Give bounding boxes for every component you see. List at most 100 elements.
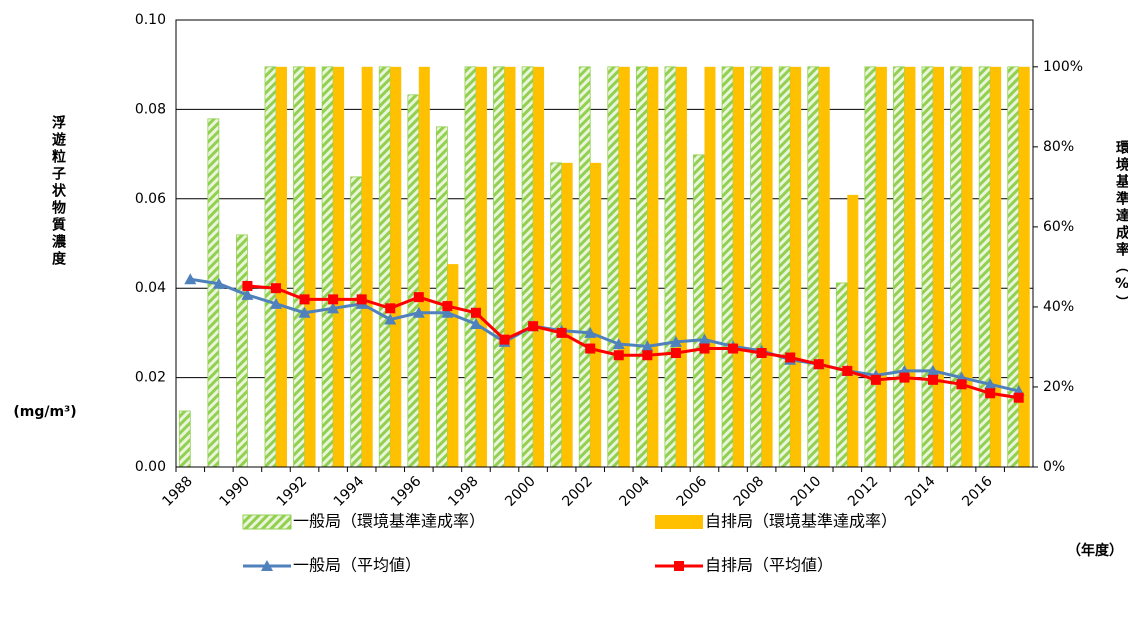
line [190, 277, 1020, 393]
x-tick-label: 2006 [674, 473, 711, 510]
bar [293, 66, 305, 468]
bar [561, 162, 573, 467]
bar [961, 66, 973, 467]
marker [956, 379, 967, 390]
marker [585, 343, 596, 354]
bar [447, 264, 459, 467]
bar [675, 66, 687, 467]
line [247, 284, 1019, 400]
y2-tick-label: 20% [1043, 379, 1074, 395]
x-tick-label: 2008 [731, 473, 768, 510]
y-tick-label: 0.04 [135, 280, 166, 296]
marker [699, 343, 710, 354]
bar [1007, 66, 1020, 468]
marker [261, 560, 273, 571]
bar [921, 66, 934, 468]
bar [178, 410, 191, 468]
x-tick-label: 2016 [959, 473, 996, 510]
marker [728, 343, 739, 354]
marker [984, 378, 997, 390]
bar [778, 66, 791, 468]
x-tick-label: 2014 [902, 473, 939, 510]
bar [435, 126, 448, 468]
bar [761, 66, 773, 467]
marker [613, 350, 624, 361]
x-tick-label: 1992 [274, 473, 311, 510]
marker [670, 348, 681, 359]
legend-swatch [242, 514, 292, 530]
marker [756, 348, 767, 359]
bar [618, 66, 630, 467]
bar [1018, 66, 1030, 467]
bar [893, 66, 905, 468]
marker [985, 388, 996, 399]
y2-tick-label: 100% [1043, 59, 1083, 75]
x-tick-label: 2010 [788, 473, 825, 510]
x-tick-label: 2002 [559, 473, 596, 510]
marker [385, 303, 396, 314]
x-tick-label: 2012 [845, 473, 882, 510]
y-axis-unit: (mg/m³) [13, 404, 76, 420]
marker [584, 326, 597, 338]
bar [807, 66, 820, 468]
bar [236, 234, 248, 468]
legend-label: 一般局（環境基準達成率） [293, 512, 485, 531]
bar [790, 66, 802, 467]
bar [590, 162, 602, 467]
marker [412, 306, 425, 318]
x-tick-label: 1994 [331, 473, 368, 510]
y-tick-label: 0.08 [135, 101, 166, 117]
x-tick-label: 2004 [616, 473, 653, 510]
bar [333, 66, 345, 467]
bar [418, 66, 430, 467]
bar [475, 66, 487, 467]
marker [298, 306, 311, 318]
bar [390, 66, 402, 467]
bar [550, 162, 563, 468]
bar [704, 66, 716, 467]
y-tick-label: 0.02 [135, 370, 166, 386]
bar [664, 66, 677, 468]
marker [469, 317, 482, 329]
marker [241, 288, 254, 300]
bar [350, 176, 363, 468]
marker [470, 307, 481, 318]
bar [978, 66, 991, 468]
x-axis-label: （年度） [1067, 542, 1123, 559]
bar [647, 66, 659, 467]
bar [407, 94, 420, 468]
bar [693, 154, 705, 468]
y-tick-label: 0.06 [135, 191, 166, 207]
bar [933, 66, 945, 467]
marker [927, 364, 940, 376]
marker [842, 365, 853, 376]
bar [464, 66, 477, 468]
marker [384, 313, 397, 325]
bar [321, 66, 334, 468]
bar [378, 66, 391, 468]
bar [635, 66, 648, 468]
bar [578, 66, 591, 468]
bar [533, 66, 545, 467]
bar [264, 66, 277, 468]
x-tick-label: 2000 [502, 473, 539, 510]
marker [242, 280, 253, 291]
legend-label: 自排局（環境基準達成率） [705, 512, 897, 531]
marker [899, 372, 910, 383]
bar [733, 66, 745, 467]
x-tick-label: 1996 [388, 473, 425, 510]
marker [441, 306, 454, 318]
bar [361, 66, 373, 467]
marker [499, 334, 510, 345]
marker [612, 338, 625, 350]
marker [674, 561, 684, 571]
bar [504, 66, 516, 467]
marker [642, 350, 653, 361]
marker [327, 302, 340, 314]
x-tick-label: 1990 [217, 473, 254, 510]
marker [413, 292, 424, 303]
bar [990, 66, 1002, 467]
marker [328, 294, 339, 305]
marker [556, 327, 567, 338]
